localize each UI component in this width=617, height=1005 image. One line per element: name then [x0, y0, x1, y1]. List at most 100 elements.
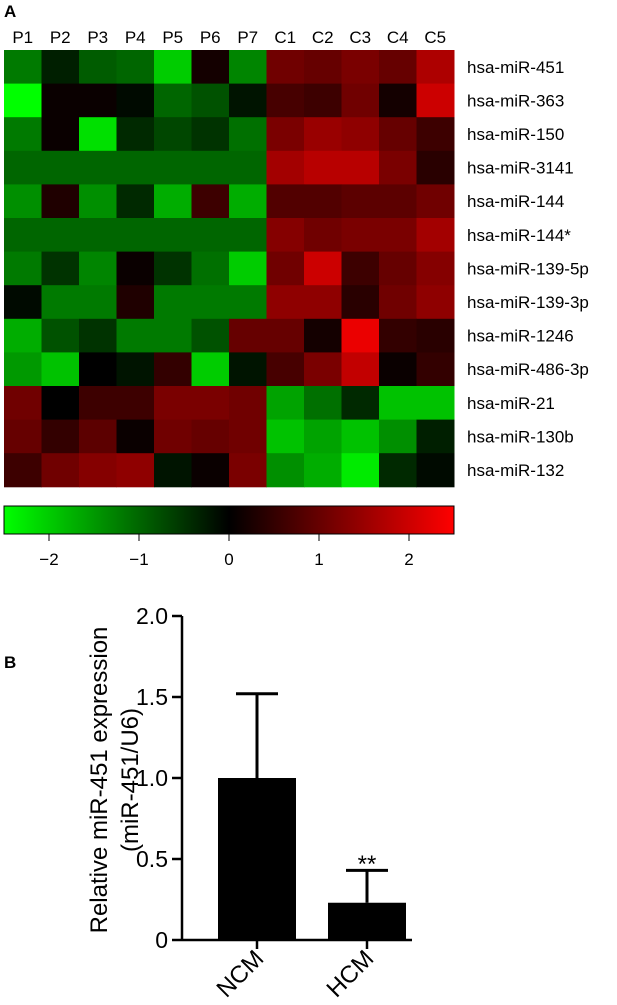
heatmap-cell — [116, 150, 155, 185]
heatmap-cell — [379, 318, 417, 353]
heatmap-cell — [229, 352, 267, 387]
heatmap-cell — [379, 150, 417, 185]
heatmap-cell — [229, 117, 267, 152]
heatmap-cell — [341, 184, 380, 219]
heatmap-cell — [4, 218, 42, 253]
heatmap-cell — [229, 419, 267, 454]
heatmap-cell — [41, 83, 80, 118]
heatmap-cell — [41, 251, 80, 286]
colorbar-tick-label: 0 — [224, 550, 233, 569]
heatmap-cell — [341, 318, 380, 353]
colorbar-tick-label: −1 — [129, 550, 148, 569]
heatmap-col-label: C1 — [274, 28, 296, 47]
heatmap-cell — [154, 251, 192, 286]
heatmap-col-label: P5 — [162, 28, 183, 47]
heatmap-cell — [41, 285, 80, 320]
heatmap-cell — [79, 453, 117, 488]
heatmap-cell — [41, 419, 80, 454]
heatmap-cell — [304, 218, 342, 253]
heatmap-cell — [79, 218, 117, 253]
heatmap-cell — [304, 150, 342, 185]
heatmap-cell — [154, 453, 192, 488]
heatmap-cell — [4, 318, 42, 353]
y-axis-title-line2: (miR-451/U6) — [117, 708, 144, 852]
heatmap-cell — [116, 386, 155, 421]
heatmap-cell — [229, 218, 267, 253]
y-axis-tick-label: 1.0 — [136, 765, 168, 791]
heatmap-cell — [266, 150, 305, 185]
heatmap-cell — [191, 318, 230, 353]
heatmap-cell — [79, 150, 117, 185]
heatmap-cell — [41, 50, 80, 85]
heatmap-cell — [304, 419, 342, 454]
heatmap-cell — [154, 184, 192, 219]
heatmap-cell — [154, 83, 192, 118]
heatmap-cell — [379, 352, 417, 387]
bar-chart-bars — [218, 692, 406, 940]
heatmap-cell — [266, 386, 305, 421]
heatmap-cell — [116, 218, 155, 253]
heatmap-cell — [154, 318, 192, 353]
significance-annotation: ** — [358, 851, 377, 878]
heatmap-row-label: hsa-miR-144* — [467, 226, 571, 245]
heatmap-column-labels: P1 P2 P3 P4 P5 P6 P7 C1 C2 C3 C4 C5 — [12, 28, 446, 47]
heatmap-cell — [154, 50, 192, 85]
heatmap-cell — [341, 352, 380, 387]
bar-hcm — [328, 902, 406, 940]
heatmap-cell — [266, 352, 305, 387]
heatmap-cell — [191, 83, 230, 118]
heatmap-col-label: P7 — [237, 28, 258, 47]
heatmap-cell — [116, 419, 155, 454]
heatmap-cell — [304, 285, 342, 320]
heatmap-row-labels: hsa-miR-451 hsa-miR-363 hsa-miR-150 hsa-miR… — [467, 58, 589, 480]
heatmap-cell — [416, 117, 455, 152]
heatmap-cell — [416, 352, 455, 387]
heatmap-cell — [266, 218, 305, 253]
heatmap-cell — [41, 218, 80, 253]
heatmap-col-label: P4 — [125, 28, 146, 47]
heatmap-cell — [79, 83, 117, 118]
heatmap-cell — [116, 50, 155, 85]
heatmap-cell — [304, 386, 342, 421]
colorbar-tick-label: 1 — [314, 550, 323, 569]
heatmap-cell — [304, 83, 342, 118]
heatmap-cell — [416, 386, 455, 421]
heatmap-cell — [79, 419, 117, 454]
colorbar-tick-label: 2 — [404, 550, 413, 569]
heatmap-cell — [191, 453, 230, 488]
heatmap-cell — [379, 117, 417, 152]
heatmap-cell — [79, 184, 117, 219]
heatmap-cell — [304, 184, 342, 219]
heatmap-cell — [79, 251, 117, 286]
heatmap-cell — [191, 386, 230, 421]
heatmap-row-label: hsa-miR-1246 — [467, 327, 574, 346]
heatmap-cell — [341, 83, 380, 118]
heatmap-cell — [416, 218, 455, 253]
heatmap-row-label: hsa-miR-130b — [467, 427, 574, 446]
heatmap-cell — [266, 285, 305, 320]
heatmap-cell — [341, 50, 380, 85]
heatmap-cell — [154, 419, 192, 454]
heatmap-cell — [4, 83, 42, 118]
heatmap-cell — [229, 386, 267, 421]
heatmap-cell — [379, 83, 417, 118]
heatmap-cell — [79, 318, 117, 353]
heatmap-cell — [379, 285, 417, 320]
heatmap-cell — [4, 184, 42, 219]
heatmap-cell — [154, 386, 192, 421]
heatmap-cell — [266, 419, 305, 454]
heatmap-cell — [229, 50, 267, 85]
heatmap-cell — [304, 50, 342, 85]
heatmap-cell — [416, 419, 455, 454]
heatmap-cell — [416, 184, 455, 219]
heatmap-cell — [266, 117, 305, 152]
heatmap-cell — [4, 352, 42, 387]
heatmap-col-label: P3 — [87, 28, 108, 47]
heatmap-cell — [191, 184, 230, 219]
heatmap-row-label: hsa-miR-451 — [467, 58, 564, 77]
heatmap-cell — [4, 386, 42, 421]
heatmap-cell — [4, 50, 42, 85]
heatmap-col-label: C2 — [312, 28, 334, 47]
heatmap-cell — [304, 453, 342, 488]
